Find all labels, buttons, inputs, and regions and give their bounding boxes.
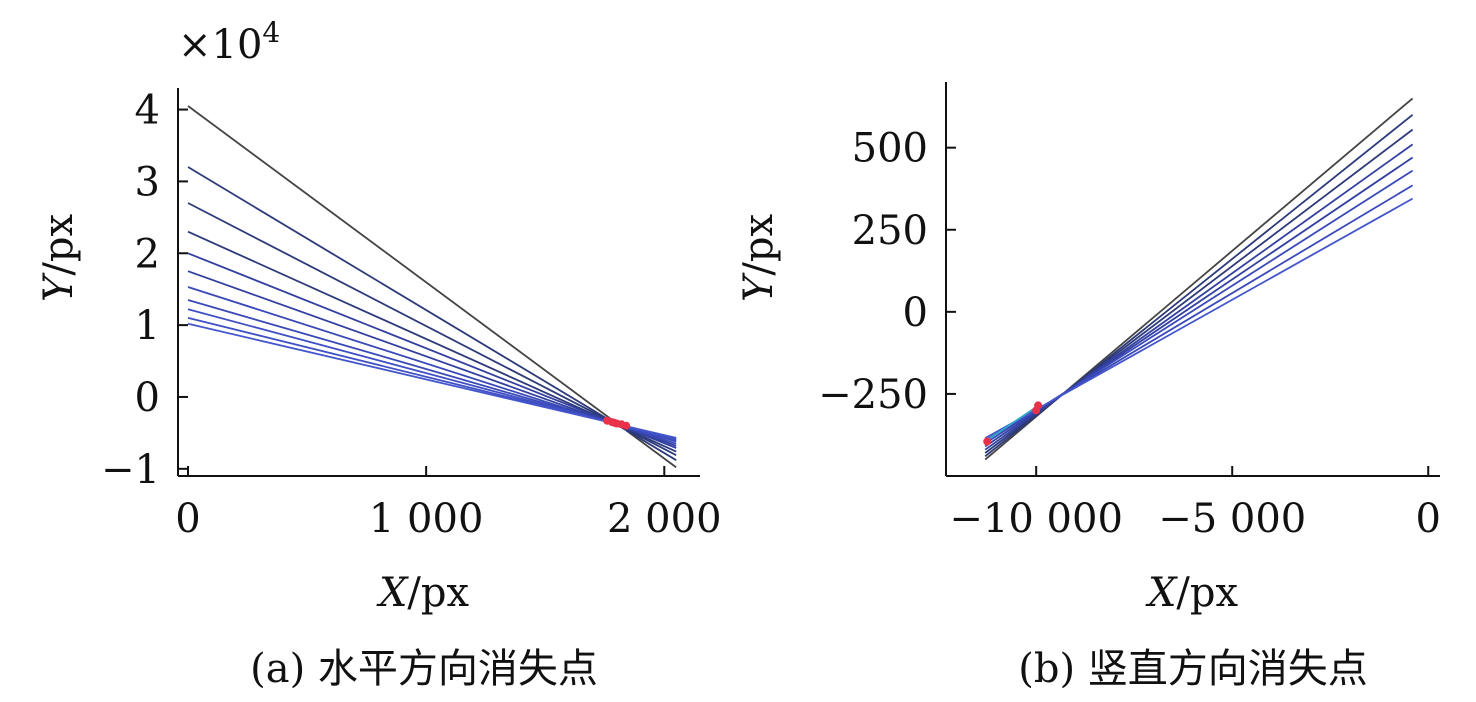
series-line-a-10 [187, 322, 677, 439]
ticks-b: −10 000 −5 000 0 −250 0 250 500 [818, 126, 1441, 542]
chart-horizontal-vanishing-point: 0 1 000 2 000 −1 0 1 2 3 4 ×104 X/px Y/px (a) 水平… [36, 16, 722, 692]
y-tick-label-a-3: 2 [135, 231, 160, 277]
y-tick-label-b-0: −250 [818, 372, 928, 418]
vanishing-point-marker-b-2 [1034, 401, 1043, 410]
series-line-b-8 [984, 406, 1037, 443]
x-axis-label-a: X/px [376, 570, 470, 616]
vanishing-point-marker-a-5 [610, 418, 619, 427]
x-tick-label-a-1: 1 000 [369, 496, 484, 542]
x-tick-label-b-0: −10 000 [949, 496, 1122, 542]
y-tick-label-a-2: 1 [135, 303, 160, 349]
plot-area-a [187, 105, 677, 469]
y-tick-label-a-4: 3 [135, 159, 160, 205]
x-axis-label-b: X/px [1145, 570, 1239, 616]
series-line-b-7 [984, 197, 1414, 439]
y-tick-label-a-5: 4 [135, 88, 160, 134]
y-tick-label-b-2: 250 [852, 208, 928, 254]
x-tick-label-a-2: 2 000 [607, 496, 722, 542]
y-axis-label-b: Y/px [736, 214, 782, 302]
vanishing-point-marker-b-0 [983, 437, 992, 446]
x-tick-label-a-0: 0 [175, 496, 200, 542]
series-line-a-4 [187, 252, 677, 449]
plot-area-b [983, 97, 1414, 461]
caption-a: (a) 水平方向消失点 [250, 646, 598, 692]
y-axis-label-a: Y/px [36, 214, 82, 302]
x-tick-label-b-1: −5 000 [1158, 496, 1306, 542]
y-tick-label-b-1: 0 [903, 290, 928, 336]
x-tick-label-b-2: 0 [1416, 496, 1441, 542]
caption-b: (b) 竖直方向消失点 [1018, 646, 1368, 692]
y-tick-label-a-1: 0 [135, 375, 160, 421]
ticks-a: 0 1 000 2 000 −1 0 1 2 3 4 [101, 88, 722, 542]
series-line-a-2 [187, 202, 677, 456]
y-multiplier-a: ×104 [178, 16, 280, 68]
series-line-a-0 [187, 105, 677, 469]
vanishing-point-marker-a-4 [622, 421, 631, 430]
chart-vertical-vanishing-point: −10 000 −5 000 0 −250 0 250 500 X/px Y/px (b) … [736, 82, 1441, 692]
y-tick-label-b-3: 500 [852, 126, 928, 172]
y-tick-label-a-0: −1 [101, 447, 160, 493]
series-line-a-1 [187, 166, 677, 461]
